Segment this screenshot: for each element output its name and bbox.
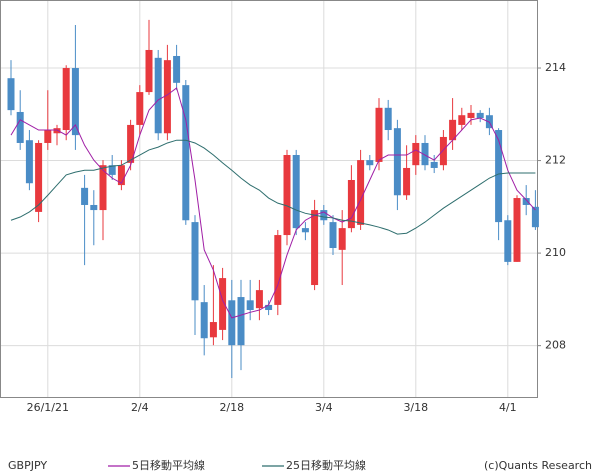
candle-body: [44, 130, 52, 143]
candle-body: [476, 112, 484, 118]
candle-body: [255, 290, 263, 309]
y-tick-label: 210: [545, 246, 566, 259]
candle-body: [154, 57, 162, 134]
candle-body: [265, 304, 273, 311]
candle-body: [522, 198, 530, 205]
candle-body: [35, 142, 43, 212]
candle-body: [145, 49, 153, 93]
candle-body: [237, 297, 245, 346]
candle-body: [329, 222, 337, 249]
candle-body: [403, 167, 411, 196]
candle-body: [173, 55, 181, 83]
candle-body: [320, 210, 328, 221]
candle-body: [513, 198, 521, 262]
candle-body: [347, 179, 355, 229]
x-tick-label: 2/4: [131, 401, 149, 414]
candle-body: [16, 111, 24, 143]
candle-body: [191, 222, 199, 301]
candle-body: [71, 68, 79, 136]
candle-body: [228, 300, 236, 346]
candle-body: [467, 112, 475, 118]
x-tick-label: 3/4: [315, 401, 333, 414]
candle-body: [495, 130, 503, 223]
candle-body: [182, 85, 190, 221]
candle-body: [127, 124, 135, 163]
candle-body: [246, 300, 254, 311]
legend-label: 5日移動平均線: [132, 458, 205, 472]
candle-body: [357, 160, 365, 225]
moving-average-line: [10, 87, 536, 319]
candle-body: [412, 142, 420, 166]
candle-body: [25, 140, 33, 184]
symbol: GBPJPY: [8, 459, 47, 472]
candle-body: [90, 204, 98, 211]
y-tick-label: 208: [545, 339, 566, 352]
plot: [1, 1, 537, 397]
y-tick-label: 214: [545, 61, 566, 74]
legend-label: 25日移動平均線: [286, 458, 366, 472]
candle-body: [7, 78, 15, 111]
candle-body: [449, 119, 457, 141]
x-tick-label: 2/18: [219, 401, 244, 414]
candle-body: [209, 322, 217, 338]
x-tick-label: 3/18: [403, 401, 428, 414]
x-tick-label: 4/1: [499, 401, 517, 414]
candle-body: [219, 278, 227, 330]
candle-body: [53, 128, 61, 134]
candle-body: [384, 107, 392, 131]
moving-average-line: [10, 139, 536, 235]
candle-body: [136, 92, 144, 125]
candle-body: [504, 220, 512, 262]
candle-body: [301, 228, 309, 233]
candle-body: [81, 187, 89, 205]
y-tick-label: 212: [545, 154, 566, 167]
candle-body: [375, 107, 383, 162]
credit: (c)Quants Research: [484, 459, 592, 472]
candle-body: [117, 165, 125, 186]
candle-body: [283, 155, 291, 236]
candle-body: [163, 60, 171, 134]
x-tick-label: 26/1/21: [27, 401, 69, 414]
candle-body: [292, 155, 300, 229]
candle-body: [421, 142, 429, 166]
candle-body: [458, 115, 466, 125]
candle-body: [430, 161, 438, 168]
plot-frame: [0, 0, 538, 398]
candle-body: [393, 128, 401, 196]
candle-body: [366, 160, 374, 166]
candle-body: [439, 136, 447, 166]
candle-body: [200, 302, 208, 339]
candle-body: [62, 68, 70, 131]
candle-body: [99, 165, 107, 211]
candle-body: [311, 210, 319, 286]
candle-body: [531, 206, 539, 228]
candle-body: [274, 235, 282, 305]
candle-body: [108, 165, 116, 175]
candle-body: [338, 228, 346, 250]
